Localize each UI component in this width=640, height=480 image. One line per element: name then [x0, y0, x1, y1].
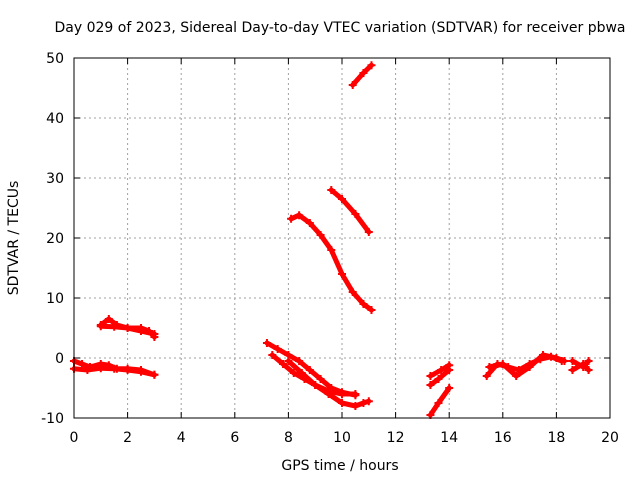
data-point: [262, 339, 271, 347]
data-point: [584, 357, 593, 365]
data-point: [445, 361, 454, 370]
x-axis-label: GPS time / hours: [281, 458, 398, 474]
chart-title: Day 029 of 2023, Sidereal Day-to-day VTE…: [54, 20, 625, 36]
data-point: [351, 402, 360, 410]
data-point: [324, 390, 333, 398]
data-point: [364, 228, 373, 236]
data-point: [485, 363, 494, 371]
data-point: [568, 366, 577, 374]
series-track-9: [328, 187, 372, 235]
data-point: [110, 364, 119, 373]
series-layer: [70, 61, 593, 419]
x-tick-label: 18: [547, 430, 565, 446]
series-track-11: [427, 385, 452, 418]
data-point: [137, 327, 145, 335]
data-point: [104, 315, 113, 323]
data-point: [338, 399, 346, 407]
data-point: [273, 345, 282, 353]
x-tick-label: 12: [387, 430, 405, 446]
y-tick-label: 10: [46, 291, 64, 307]
axis-layer: 0 2 4 6 8 10 12 14 16 18 20 -10 0 10 20 30 40 50: [41, 51, 619, 446]
data-point: [579, 360, 588, 368]
x-tick-label: 20: [601, 430, 619, 446]
data-point: [348, 81, 357, 89]
x-tick-label: 6: [230, 430, 239, 446]
data-point: [110, 322, 119, 331]
data-point: [482, 372, 491, 380]
data-point: [305, 219, 314, 227]
data-point: [150, 330, 159, 338]
x-tick-label: 10: [333, 430, 351, 446]
series-track-8: [288, 212, 374, 313]
data-point: [351, 210, 360, 218]
data-point: [539, 351, 547, 359]
data-point: [311, 381, 320, 389]
x-tick-label: 16: [494, 430, 512, 446]
data-point: [96, 322, 105, 331]
x-tick-label: 2: [123, 430, 132, 446]
data-point: [327, 186, 336, 194]
data-point: [568, 357, 577, 365]
data-point: [426, 381, 435, 389]
data-point: [584, 366, 593, 374]
data-point: [434, 399, 443, 407]
data-point: [78, 360, 87, 368]
data-point: [437, 366, 446, 374]
data-point: [279, 360, 288, 368]
data-point: [287, 214, 296, 223]
data-point: [338, 195, 346, 203]
y-tick-label: 0: [55, 351, 64, 367]
y-tick-label: 30: [46, 171, 64, 187]
data-point: [289, 369, 298, 377]
data-point: [426, 372, 435, 380]
y-axis-label: SDTVAR / TECUs: [6, 181, 22, 296]
data-point: [338, 270, 346, 278]
data-point: [367, 306, 376, 314]
data-point: [150, 370, 159, 379]
x-tick-label: 14: [440, 430, 458, 446]
data-point: [359, 300, 368, 308]
data-point: [359, 399, 368, 407]
data-point: [137, 367, 145, 376]
data-point: [512, 372, 521, 380]
y-tick-label: 20: [46, 231, 64, 247]
data-point: [83, 366, 92, 374]
data-point: [295, 357, 304, 365]
data-point: [367, 61, 376, 70]
data-point: [96, 364, 105, 373]
data-point: [123, 324, 132, 332]
data-point: [445, 384, 454, 392]
data-point: [434, 375, 443, 383]
data-point: [123, 366, 132, 374]
data-point: [351, 390, 360, 398]
data-point: [284, 357, 293, 365]
data-point: [364, 397, 373, 406]
series-track-10: [350, 62, 374, 88]
data-point: [359, 69, 368, 77]
data-point: [552, 354, 561, 362]
data-point: [498, 360, 507, 368]
data-point: [268, 351, 277, 359]
y-tick-label: 40: [46, 111, 64, 127]
x-tick-label: 4: [177, 430, 186, 446]
data-point: [348, 288, 357, 296]
data-point: [297, 369, 306, 377]
data-point: [560, 357, 569, 365]
data-point: [525, 363, 534, 371]
x-tick-label: 0: [70, 430, 79, 446]
data-point: [305, 366, 314, 374]
x-tick-label: 8: [284, 430, 293, 446]
grid-layer: [74, 58, 610, 418]
data-point: [327, 246, 336, 254]
data-point: [338, 390, 346, 398]
y-tick-label: -10: [41, 411, 64, 427]
y-tick-label: 50: [46, 51, 64, 67]
data-point: [295, 211, 304, 220]
data-point: [316, 375, 325, 383]
data-point: [316, 231, 325, 239]
